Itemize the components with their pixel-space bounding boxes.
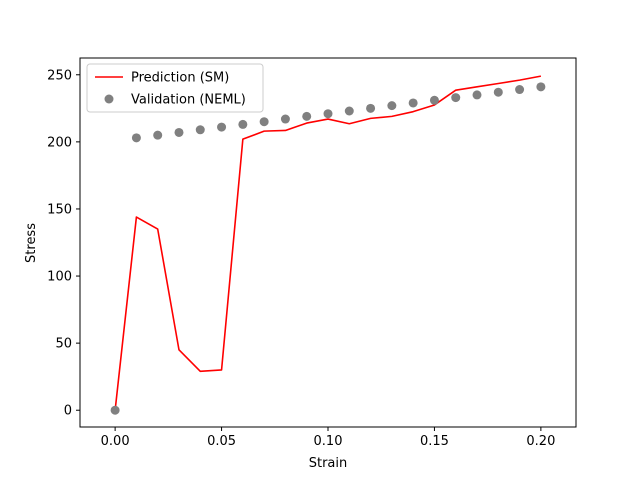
x-tick-label: 0.00 xyxy=(101,434,130,449)
scatter-point-validation xyxy=(515,85,525,95)
scatter-point-validation xyxy=(110,405,120,415)
series-line-prediction xyxy=(114,75,542,411)
scatter-point-validation xyxy=(493,87,503,97)
y-axis-label: Stress xyxy=(24,223,39,263)
axes: 0.00 0.05 0.10 0.15 0.20 0 50 100 150 200 250 xyxy=(47,57,577,449)
y-tick-label: 150 xyxy=(47,202,72,217)
scatter-point-validation xyxy=(536,82,546,92)
y-tick-label: 0 xyxy=(64,404,72,419)
y-tick-label: 200 xyxy=(47,135,72,150)
x-tick-label: 0.15 xyxy=(420,434,449,449)
x-tick-label: 0.20 xyxy=(526,434,555,449)
scatter-point-validation xyxy=(429,95,439,105)
scatter-point-validation xyxy=(280,114,290,124)
legend-swatch-marker xyxy=(104,94,114,104)
scatter-point-validation xyxy=(408,98,418,108)
scatter-point-validation xyxy=(344,106,354,116)
legend-label: Prediction (SM) xyxy=(131,71,229,86)
scatter-point-validation xyxy=(366,103,376,113)
x-tick-label: 0.05 xyxy=(207,434,236,449)
scatter-point-validation xyxy=(302,111,312,121)
scatter-point-validation xyxy=(259,117,269,127)
y-tick-label: 250 xyxy=(47,68,72,83)
scatter-point-validation xyxy=(195,125,205,135)
x-tick-label: 0.10 xyxy=(314,434,343,449)
scatter-point-validation xyxy=(153,130,163,140)
scatter-point-validation xyxy=(238,119,248,129)
plot-area xyxy=(110,75,546,415)
scatter-point-validation xyxy=(387,101,397,111)
y-tick-label: 50 xyxy=(55,337,72,352)
scatter-point-validation xyxy=(472,90,482,100)
scatter-point-validation xyxy=(451,93,461,103)
x-axis-label: Strain xyxy=(309,456,348,471)
legend-label: Validation (NEML) xyxy=(131,93,246,108)
scatter-point-validation xyxy=(217,122,227,132)
scatter-point-validation xyxy=(131,133,141,143)
y-tick-label: 100 xyxy=(47,270,72,285)
scatter-point-validation xyxy=(174,127,184,137)
legend: Prediction (SM) Validation (NEML) xyxy=(86,63,264,113)
scatter-point-validation xyxy=(323,109,333,119)
legend-box xyxy=(86,63,264,113)
